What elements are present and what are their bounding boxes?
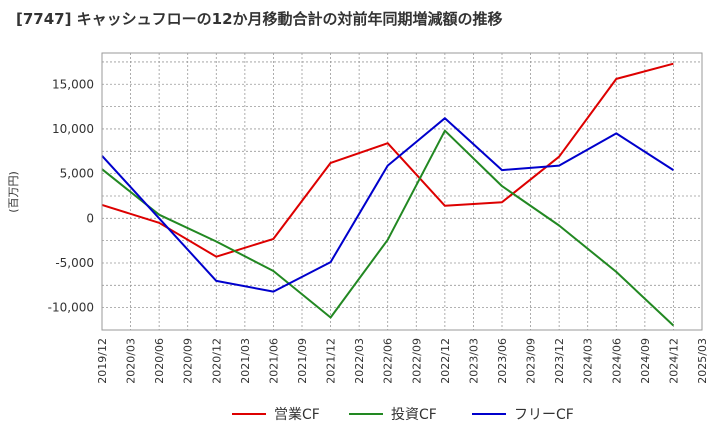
y-tick-label: 0 bbox=[86, 211, 94, 225]
x-tick-label: 2025/03 bbox=[696, 338, 709, 384]
x-tick-label: 2020/09 bbox=[182, 338, 195, 384]
y-tick-label: 5,000 bbox=[60, 167, 94, 181]
x-tick-label: 2019/12 bbox=[96, 338, 109, 384]
x-tick-label: 2020/06 bbox=[153, 338, 166, 384]
y-tick-label: -5,000 bbox=[55, 256, 94, 270]
grid bbox=[101, 53, 703, 331]
chart-title: [7747] キャッシュフローの12か月移動合計の対前年同期増減額の推移 bbox=[16, 10, 503, 28]
series-line bbox=[101, 62, 674, 258]
x-tick-label: 2023/06 bbox=[496, 338, 509, 384]
legend-label: 投資CF bbox=[391, 407, 437, 423]
x-tick-label: 2020/03 bbox=[125, 338, 138, 384]
x-tick-label: 2024/06 bbox=[610, 338, 623, 384]
y-axis-label: (百万円) bbox=[7, 171, 20, 213]
x-tick-label: 2022/12 bbox=[439, 338, 452, 384]
y-tick-label: -10,000 bbox=[48, 301, 94, 315]
x-tick-label: 2024/09 bbox=[639, 338, 652, 384]
y-tick-label: 10,000 bbox=[52, 122, 94, 136]
x-tick-label: 2024/12 bbox=[667, 338, 680, 384]
x-tick-label: 2020/12 bbox=[210, 338, 223, 384]
series-lines bbox=[101, 62, 675, 327]
x-tick-label: 2021/09 bbox=[296, 338, 309, 384]
x-tick-label: 2022/09 bbox=[410, 338, 423, 384]
x-tick-label: 2021/12 bbox=[325, 338, 338, 384]
legend-label: 営業CF bbox=[274, 407, 320, 423]
legend-label: フリーCF bbox=[514, 407, 574, 423]
x-tick-label: 2023/09 bbox=[525, 338, 538, 384]
y-tick-label: 15,000 bbox=[52, 77, 94, 91]
x-tick-label: 2024/03 bbox=[582, 338, 595, 384]
x-tick-label: 2023/03 bbox=[467, 338, 480, 384]
x-tick-label: 2021/06 bbox=[267, 338, 280, 384]
x-tick-label: 2023/12 bbox=[553, 338, 566, 384]
x-ticks: 2019/12 2020/03 2020/06 2020/09 2020/12 2021/… bbox=[96, 338, 709, 384]
series-line bbox=[101, 117, 674, 293]
y-ticks: 15,000 10,000 5,000 0 -5,000 -10,000 bbox=[48, 77, 94, 314]
x-tick-label: 2022/06 bbox=[382, 338, 395, 384]
plot-frame bbox=[101, 52, 703, 331]
legend: 営業CF 投資CF フリーCF bbox=[232, 407, 574, 423]
x-tick-label: 2022/03 bbox=[353, 338, 366, 384]
series-line bbox=[101, 129, 675, 327]
x-tick-label: 2021/03 bbox=[239, 338, 252, 384]
